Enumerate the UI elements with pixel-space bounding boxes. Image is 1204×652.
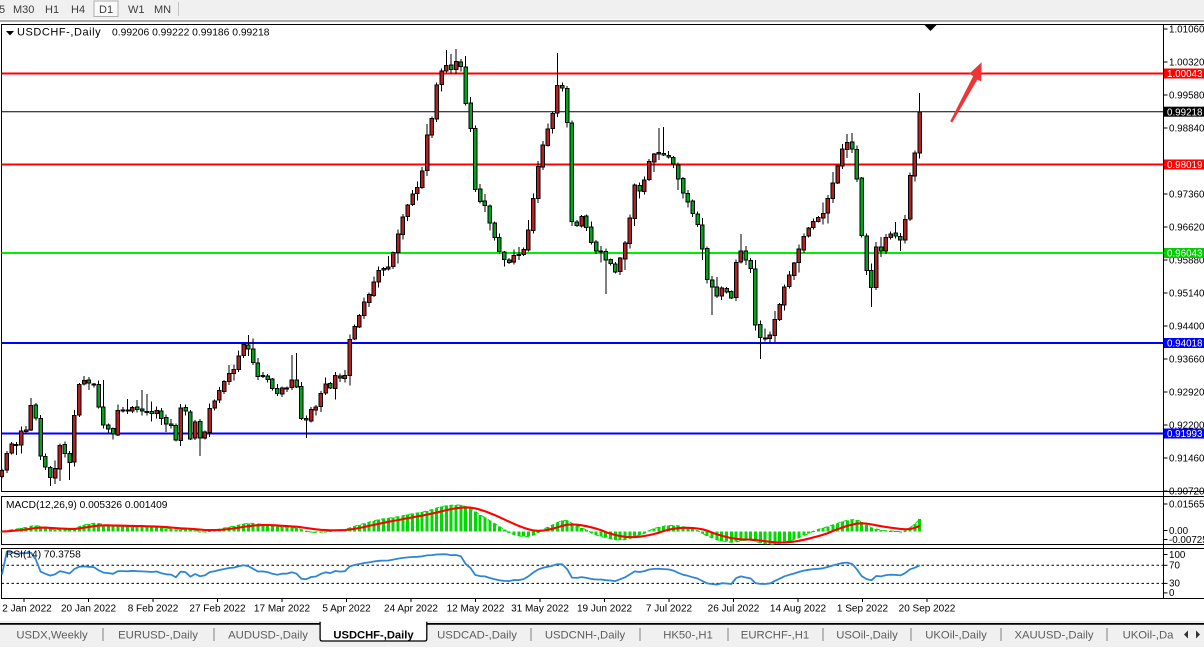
svg-text:0.98019: 0.98019 (1167, 160, 1202, 171)
svg-text:0.99218: 0.99218 (1167, 107, 1203, 118)
svg-text:24 Apr 2022: 24 Apr 2022 (384, 604, 438, 615)
svg-text:0.94018: 0.94018 (1167, 339, 1203, 350)
svg-text:20 Sep 2022: 20 Sep 2022 (899, 604, 956, 615)
svg-text:5: 5 (0, 4, 5, 16)
svg-text:EURCHF-,H1: EURCHF-,H1 (741, 630, 809, 642)
svg-text:USDX,Weekly: USDX,Weekly (16, 630, 88, 642)
svg-text:UKOil-,Daily: UKOil-,Daily (925, 630, 987, 642)
svg-text:UKOil-,Da: UKOil-,Da (1123, 630, 1175, 642)
svg-text:H4: H4 (71, 4, 85, 16)
svg-text:5 Apr 2022: 5 Apr 2022 (322, 604, 371, 615)
svg-text:0.015654: 0.015654 (1169, 499, 1204, 510)
svg-text:USOil-,Daily: USOil-,Daily (836, 630, 898, 642)
svg-text:H1: H1 (45, 4, 59, 16)
svg-text:D1: D1 (99, 4, 113, 16)
svg-text:AUDUSD-,Daily: AUDUSD-,Daily (228, 630, 308, 642)
svg-text:M30: M30 (13, 4, 34, 16)
svg-text:19 Jun 2022: 19 Jun 2022 (577, 604, 632, 615)
svg-text:USDCNH-,Daily: USDCNH-,Daily (545, 630, 626, 642)
svg-text:30: 30 (1169, 579, 1180, 590)
svg-text:0.95140: 0.95140 (1169, 288, 1204, 299)
svg-text:0.97360: 0.97360 (1169, 189, 1204, 200)
svg-text:MACD(12,26,9) 0.005326 0.00140: MACD(12,26,9) 0.005326 0.001409 (6, 500, 168, 511)
svg-text:100: 100 (1169, 550, 1186, 561)
svg-text:USDCAD-,Daily: USDCAD-,Daily (437, 630, 517, 642)
svg-text:XAUUSD-,Daily: XAUUSD-,Daily (1014, 630, 1093, 642)
svg-text:-0.00725: -0.00725 (1169, 535, 1204, 546)
svg-text:0.93660: 0.93660 (1169, 354, 1204, 365)
svg-text:17 Mar 2022: 17 Mar 2022 (254, 604, 311, 615)
svg-text:HK50-,H1: HK50-,H1 (663, 630, 713, 642)
svg-text:31 May 2022: 31 May 2022 (511, 604, 569, 615)
svg-text:0.98840: 0.98840 (1169, 123, 1204, 134)
svg-text:0.96620: 0.96620 (1169, 222, 1204, 233)
svg-text:0.90720: 0.90720 (1169, 486, 1204, 497)
svg-text:1.00320: 1.00320 (1169, 57, 1204, 68)
svg-text:0.91460: 0.91460 (1169, 453, 1204, 464)
svg-text:7 Jul 2022: 7 Jul 2022 (646, 604, 693, 615)
svg-text:26 Jul 2022: 26 Jul 2022 (708, 604, 760, 615)
svg-text:0: 0 (1169, 588, 1175, 599)
svg-text:2 Jan 2022: 2 Jan 2022 (2, 604, 52, 615)
svg-text:0.95880: 0.95880 (1169, 255, 1204, 266)
svg-text:0.99206 0.99222 0.99186 0.9921: 0.99206 0.99222 0.99186 0.99218 (112, 28, 270, 39)
svg-text:0.00: 0.00 (1169, 526, 1189, 537)
svg-text:1.01060: 1.01060 (1169, 24, 1204, 35)
svg-text:W1: W1 (128, 4, 145, 16)
svg-text:12 May 2022: 12 May 2022 (447, 604, 505, 615)
svg-text:0.92920: 0.92920 (1169, 387, 1204, 398)
svg-text:0.92200: 0.92200 (1169, 420, 1204, 431)
svg-text:USDCHF-,Daily: USDCHF-,Daily (333, 630, 414, 642)
svg-text:MN: MN (154, 4, 171, 16)
svg-text:USDCHF-,Daily: USDCHF-,Daily (17, 27, 101, 39)
svg-text:27 Feb 2022: 27 Feb 2022 (189, 604, 246, 615)
svg-text:0.99580: 0.99580 (1169, 90, 1204, 101)
svg-text:1.00043: 1.00043 (1167, 69, 1203, 80)
svg-text:EURUSD-,Daily: EURUSD-,Daily (118, 630, 198, 642)
svg-text:14 Aug 2022: 14 Aug 2022 (770, 604, 827, 615)
svg-text:1 Sep 2022: 1 Sep 2022 (837, 604, 889, 615)
svg-text:0.91993: 0.91993 (1167, 429, 1203, 440)
svg-text:8 Feb 2022: 8 Feb 2022 (128, 604, 179, 615)
svg-text:70: 70 (1169, 561, 1180, 572)
svg-text:0.96043: 0.96043 (1167, 249, 1203, 260)
svg-text:20 Jan 2022: 20 Jan 2022 (61, 604, 116, 615)
svg-text:RSI(14) 70.3758: RSI(14) 70.3758 (6, 550, 81, 561)
svg-text:0.94400: 0.94400 (1169, 321, 1204, 332)
